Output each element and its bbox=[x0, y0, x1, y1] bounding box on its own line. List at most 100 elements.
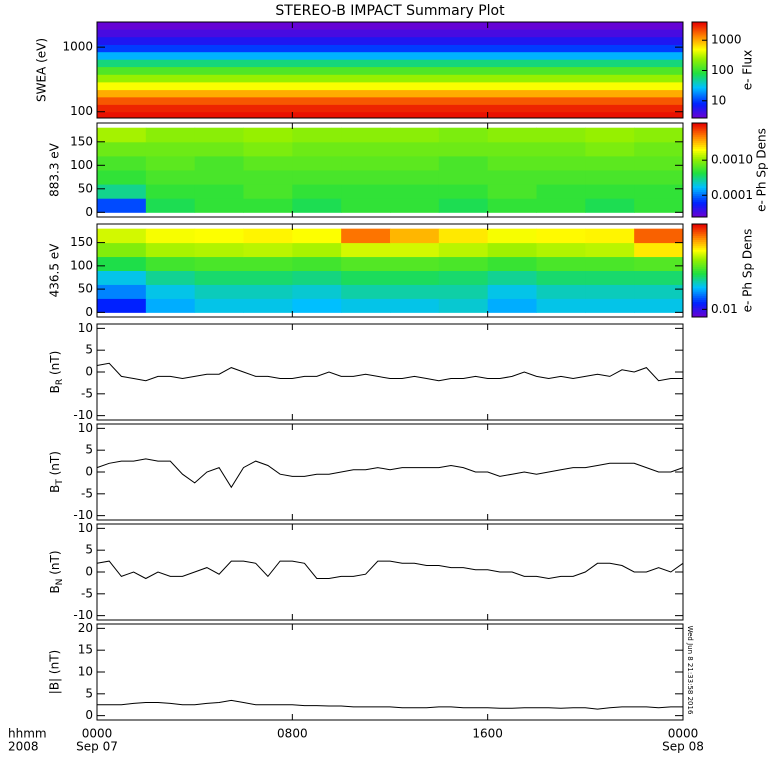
heatmap-cell bbox=[390, 298, 440, 313]
colorbar-step bbox=[692, 293, 707, 297]
y-axis-label: |B| (nT) bbox=[48, 650, 62, 694]
colorbar-step bbox=[692, 102, 707, 105]
heatmap-cell bbox=[97, 228, 147, 244]
heatmap-cell bbox=[536, 198, 586, 213]
colorbar-step bbox=[692, 132, 707, 136]
colorbar-step bbox=[692, 46, 707, 49]
colorbar-step bbox=[692, 168, 707, 171]
colorbar-step bbox=[692, 311, 707, 314]
data-line bbox=[97, 699, 683, 710]
heatmap-cell bbox=[292, 184, 342, 199]
colorbar-step bbox=[692, 150, 707, 153]
x-row-label: 2008 bbox=[8, 740, 39, 754]
colorbar-step bbox=[692, 130, 707, 134]
heatmap-cell bbox=[97, 298, 147, 313]
heatmap-cell bbox=[194, 242, 244, 258]
y-tick-label: -5 bbox=[81, 486, 93, 500]
heatmap-cell bbox=[487, 141, 537, 157]
heatmap-cell bbox=[341, 228, 391, 244]
heatmap-cell bbox=[145, 270, 196, 285]
heatmap-cell bbox=[97, 155, 147, 171]
heatmap-cell bbox=[536, 184, 586, 199]
heatmap-cell bbox=[390, 284, 440, 299]
colorbar-step bbox=[692, 160, 707, 163]
colorbar-step bbox=[692, 114, 707, 117]
y-tick-label: 15 bbox=[78, 643, 93, 657]
colorbar-step bbox=[692, 170, 707, 173]
heatmap-cell bbox=[390, 184, 440, 199]
colorbar-step bbox=[692, 106, 707, 109]
colorbar-step bbox=[692, 62, 707, 65]
colorbar-step bbox=[692, 22, 707, 25]
y-tick-label: 150 bbox=[70, 235, 93, 249]
heatmap-cell bbox=[243, 242, 293, 258]
heatmap-band bbox=[97, 36, 683, 45]
heatmap-cell bbox=[536, 141, 586, 157]
colorbar-step bbox=[692, 193, 707, 196]
heatmap-cell bbox=[585, 141, 635, 157]
heatmap-cell bbox=[145, 256, 196, 271]
heatmap-cell bbox=[194, 270, 244, 285]
heatmap-cell bbox=[243, 270, 293, 285]
colorbar-step bbox=[692, 207, 707, 210]
panel-frame bbox=[96, 623, 684, 721]
data-line bbox=[96, 362, 683, 382]
colorbar-step bbox=[692, 229, 707, 233]
x-row-label: hhmm bbox=[8, 727, 47, 741]
heatmap-cell bbox=[97, 141, 147, 157]
heatmap-cell bbox=[194, 298, 244, 313]
colorbar-step bbox=[692, 203, 707, 206]
colorbar-step bbox=[692, 74, 707, 77]
heatmap-cell bbox=[438, 170, 489, 185]
colorbar-step bbox=[692, 58, 707, 61]
colorbar-step bbox=[692, 175, 707, 179]
colorbar-step bbox=[692, 68, 707, 71]
colorbar-step bbox=[692, 30, 707, 33]
colorbar-step bbox=[692, 162, 707, 165]
y-label-main: B bbox=[48, 585, 62, 593]
colorbar-step bbox=[692, 166, 707, 169]
colorbar-step bbox=[692, 76, 707, 79]
colorbar-step bbox=[692, 295, 707, 299]
heatmap-band bbox=[97, 66, 683, 75]
colorbar-step bbox=[692, 289, 707, 293]
y-label-main: B bbox=[48, 385, 62, 393]
heatmap-cell bbox=[634, 284, 684, 299]
colorbar-step bbox=[692, 142, 707, 146]
y-tick-label: -10 bbox=[73, 608, 93, 622]
colorbar-frame bbox=[691, 122, 708, 218]
colorbar-step bbox=[692, 82, 707, 85]
colorbar-step bbox=[692, 191, 707, 194]
colorbar-step bbox=[692, 264, 707, 268]
colorbar-step bbox=[692, 90, 707, 93]
heatmap-cell bbox=[145, 184, 196, 199]
heatmap-cell bbox=[487, 298, 537, 313]
colorbar-tick-label: 0.0010 bbox=[711, 153, 753, 167]
heatmap-cell bbox=[341, 284, 391, 299]
heatmap-cell bbox=[634, 155, 684, 171]
colorbar-step bbox=[692, 268, 707, 271]
colorbar-step bbox=[692, 84, 707, 87]
heatmap-cell bbox=[292, 228, 342, 244]
y-label-main: B bbox=[48, 485, 62, 493]
colorbar-step bbox=[692, 197, 707, 200]
colorbar-step bbox=[692, 108, 707, 111]
y-label-unit: (nT) bbox=[48, 351, 62, 379]
data-line bbox=[96, 560, 684, 580]
heatmap-cell bbox=[292, 242, 342, 258]
colorbar-step bbox=[692, 158, 707, 161]
colorbar-step bbox=[692, 173, 707, 177]
colorbar-step bbox=[692, 98, 707, 101]
heatmap-cell bbox=[487, 155, 537, 171]
chart-title: STEREO-B IMPACT Summary Plot bbox=[275, 3, 505, 19]
colorbar-step bbox=[692, 245, 707, 248]
colorbar-label: e- Flux bbox=[741, 50, 755, 90]
panel-frame bbox=[96, 223, 684, 318]
heatmap-cell bbox=[341, 184, 391, 199]
y-tick-label: -5 bbox=[81, 386, 93, 400]
colorbar-step bbox=[692, 243, 707, 246]
heatmap-cell bbox=[390, 141, 440, 157]
colorbar-step bbox=[692, 50, 707, 53]
heatmap-band bbox=[97, 22, 683, 30]
